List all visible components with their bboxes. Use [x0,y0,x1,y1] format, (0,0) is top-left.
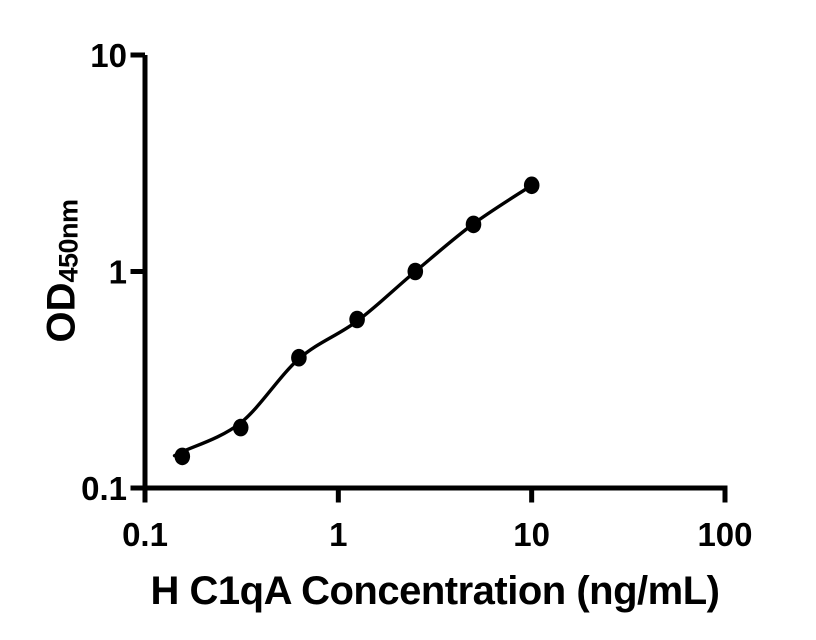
x-tick-label: 100 [697,516,752,553]
data-point [232,418,249,437]
data-point [465,215,482,234]
x-axis-title: H C1qA Concentration (ng/mL) [150,569,720,613]
y-axis-title: OD450nm [40,199,85,342]
x-tick-label: 0.1 [122,516,168,553]
y-tick-label: 10 [90,37,127,74]
data-point [349,310,365,329]
data-point [174,447,191,466]
y-axis-title-main: OD [39,282,84,343]
data-point [523,176,540,195]
x-tick-label: 1 [329,516,347,553]
y-tick-label: 0.1 [81,470,127,507]
x-tick-label: 10 [513,516,550,553]
y-axis-title-subscript: 450nm [53,199,84,283]
data-point [407,262,424,281]
data-point [291,348,307,367]
y-tick-label: 1 [109,254,127,291]
